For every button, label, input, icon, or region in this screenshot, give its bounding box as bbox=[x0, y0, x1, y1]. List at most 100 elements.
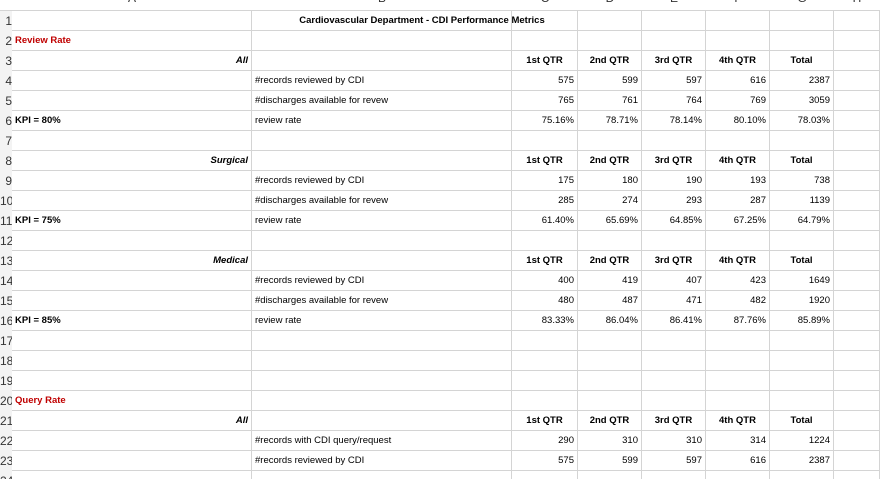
cell[interactable] bbox=[770, 211, 834, 231]
cell[interactable] bbox=[578, 451, 642, 471]
cell[interactable] bbox=[512, 291, 578, 311]
cell[interactable] bbox=[706, 451, 770, 471]
cell[interactable] bbox=[770, 91, 834, 111]
cell[interactable] bbox=[770, 251, 834, 271]
cell[interactable] bbox=[12, 311, 252, 331]
cell[interactable] bbox=[512, 51, 578, 71]
cell[interactable] bbox=[770, 471, 834, 479]
cell[interactable] bbox=[706, 71, 770, 91]
cell[interactable] bbox=[706, 231, 770, 251]
cell[interactable] bbox=[642, 191, 706, 211]
cell[interactable] bbox=[770, 351, 834, 371]
cell[interactable] bbox=[512, 191, 578, 211]
cell[interactable] bbox=[578, 211, 642, 231]
cell[interactable] bbox=[578, 391, 642, 411]
cell[interactable] bbox=[770, 391, 834, 411]
cell[interactable] bbox=[834, 391, 880, 411]
cell[interactable] bbox=[12, 431, 252, 451]
cell[interactable] bbox=[834, 31, 880, 51]
cell[interactable] bbox=[252, 471, 512, 479]
cell[interactable] bbox=[12, 111, 252, 131]
cell[interactable] bbox=[578, 11, 642, 31]
cell[interactable] bbox=[578, 231, 642, 251]
cell[interactable] bbox=[512, 271, 578, 291]
cell[interactable] bbox=[642, 431, 706, 451]
cell[interactable] bbox=[834, 411, 880, 431]
cell[interactable] bbox=[770, 51, 834, 71]
cell[interactable] bbox=[578, 191, 642, 211]
cell[interactable] bbox=[706, 171, 770, 191]
cell[interactable] bbox=[834, 471, 880, 479]
cell[interactable] bbox=[12, 251, 252, 271]
cell[interactable] bbox=[706, 151, 770, 171]
cell[interactable] bbox=[252, 91, 512, 111]
cell[interactable] bbox=[642, 31, 706, 51]
cell[interactable] bbox=[252, 411, 512, 431]
cell[interactable] bbox=[834, 431, 880, 451]
cell[interactable] bbox=[512, 91, 578, 111]
cell[interactable] bbox=[252, 31, 512, 51]
cell[interactable] bbox=[512, 311, 578, 331]
cell[interactable] bbox=[834, 191, 880, 211]
cell[interactable] bbox=[770, 11, 834, 31]
cell[interactable] bbox=[512, 71, 578, 91]
cell[interactable] bbox=[642, 451, 706, 471]
cell[interactable] bbox=[252, 311, 512, 331]
cell[interactable] bbox=[834, 371, 880, 391]
cell[interactable] bbox=[512, 431, 578, 451]
cell[interactable] bbox=[642, 131, 706, 151]
cell[interactable] bbox=[252, 371, 512, 391]
cell[interactable] bbox=[252, 251, 512, 271]
cell[interactable] bbox=[252, 211, 512, 231]
cell[interactable] bbox=[512, 11, 578, 31]
cell[interactable] bbox=[834, 51, 880, 71]
cell[interactable] bbox=[12, 331, 252, 351]
cell[interactable] bbox=[642, 291, 706, 311]
cell[interactable] bbox=[706, 111, 770, 131]
cell[interactable] bbox=[12, 351, 252, 371]
cell[interactable] bbox=[12, 471, 252, 479]
cell[interactable] bbox=[834, 291, 880, 311]
cell[interactable] bbox=[252, 191, 512, 211]
cell[interactable] bbox=[642, 51, 706, 71]
cell[interactable] bbox=[12, 151, 252, 171]
cell[interactable] bbox=[834, 131, 880, 151]
cell[interactable] bbox=[252, 111, 512, 131]
cell[interactable] bbox=[12, 291, 252, 311]
cell[interactable] bbox=[12, 171, 252, 191]
cell[interactable] bbox=[642, 271, 706, 291]
cell[interactable] bbox=[512, 131, 578, 151]
cell[interactable] bbox=[578, 431, 642, 451]
cell[interactable] bbox=[834, 171, 880, 191]
cell[interactable] bbox=[706, 311, 770, 331]
cell[interactable] bbox=[12, 71, 252, 91]
cell[interactable] bbox=[12, 271, 252, 291]
cell[interactable] bbox=[12, 11, 252, 31]
cell[interactable] bbox=[770, 71, 834, 91]
cell[interactable] bbox=[706, 471, 770, 479]
cell[interactable] bbox=[12, 391, 252, 411]
cell[interactable] bbox=[834, 351, 880, 371]
cell[interactable] bbox=[512, 371, 578, 391]
cell[interactable] bbox=[770, 231, 834, 251]
cell[interactable] bbox=[252, 151, 512, 171]
cell[interactable] bbox=[770, 411, 834, 431]
cell[interactable] bbox=[706, 371, 770, 391]
cell[interactable] bbox=[834, 251, 880, 271]
cell[interactable] bbox=[642, 311, 706, 331]
cell[interactable] bbox=[642, 151, 706, 171]
cell[interactable] bbox=[252, 291, 512, 311]
cell[interactable] bbox=[834, 331, 880, 351]
cell[interactable] bbox=[706, 431, 770, 451]
cell[interactable] bbox=[578, 291, 642, 311]
cell[interactable] bbox=[834, 231, 880, 251]
cell[interactable] bbox=[706, 191, 770, 211]
cell[interactable] bbox=[578, 91, 642, 111]
cell[interactable] bbox=[770, 311, 834, 331]
cell[interactable] bbox=[12, 31, 252, 51]
cell[interactable] bbox=[578, 411, 642, 431]
cell[interactable] bbox=[770, 31, 834, 51]
cell[interactable] bbox=[252, 11, 512, 31]
cell[interactable] bbox=[252, 351, 512, 371]
cell[interactable] bbox=[578, 271, 642, 291]
